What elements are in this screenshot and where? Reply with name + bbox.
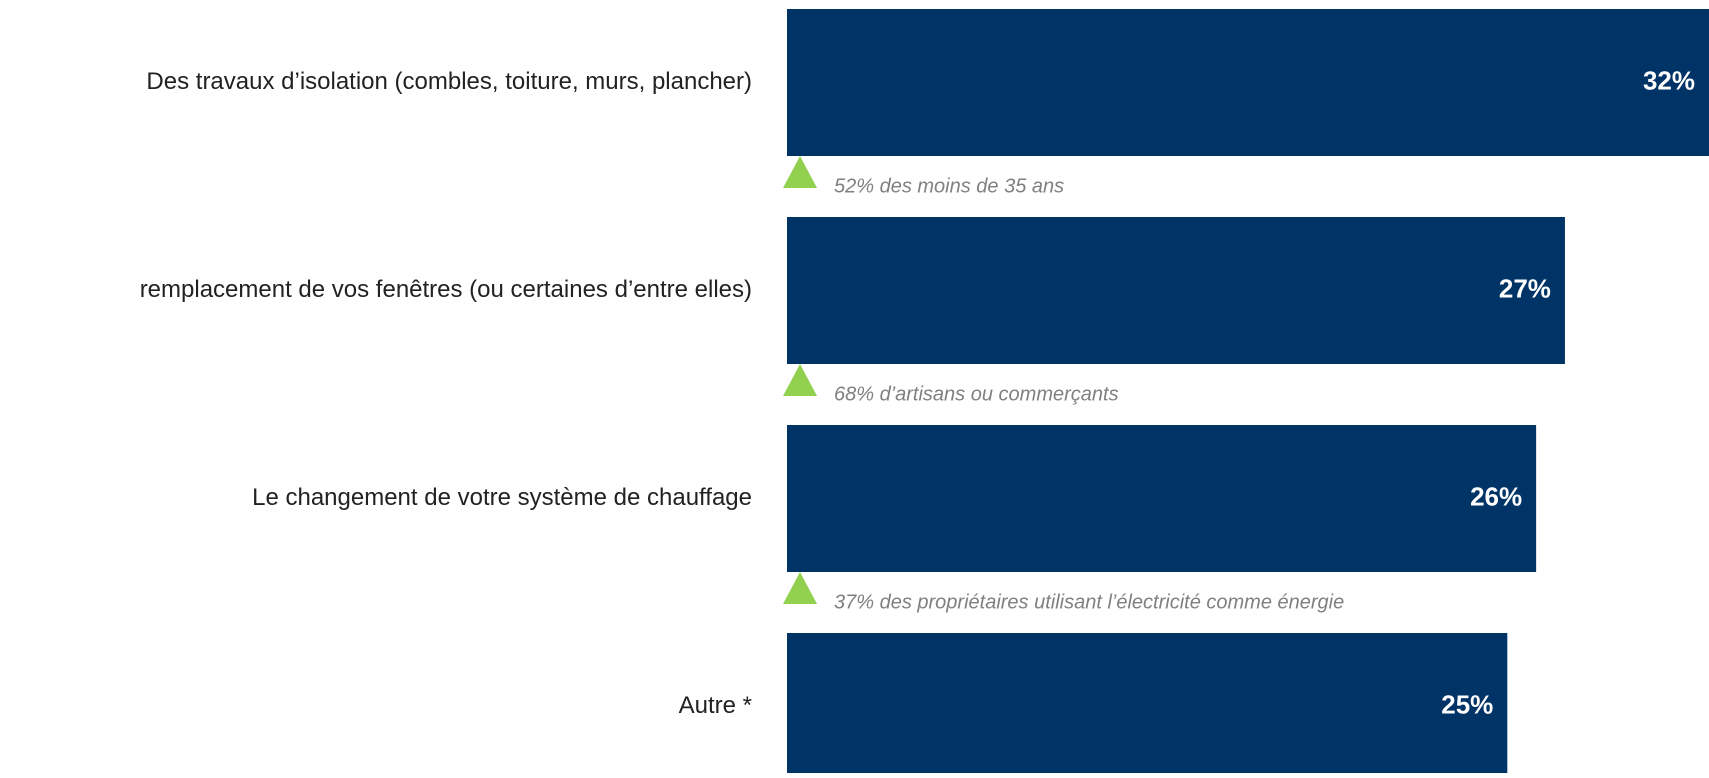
up-triangle: [783, 572, 817, 604]
annotation: 37% des propriétaires utilisant l’électr…: [834, 591, 1344, 613]
value-label: 32%: [1643, 65, 1695, 95]
up-triangle: [783, 156, 817, 188]
value-label: 26%: [1470, 481, 1522, 511]
bar: [787, 633, 1508, 778]
bar: [787, 217, 1565, 364]
bar: [787, 9, 1709, 156]
category-label: Le changement de votre système de chauff…: [252, 484, 752, 511]
bar: [787, 425, 1537, 572]
annotation: 68% d’artisans ou commerçants: [834, 383, 1119, 405]
annotation: 52% des moins de 35 ans: [834, 175, 1064, 197]
category-label: Autre *: [679, 692, 752, 719]
value-label: 27%: [1499, 273, 1551, 303]
up-triangle: [783, 364, 817, 396]
category-label: remplacement de vos fenêtres (ou certain…: [140, 276, 752, 303]
value-label: 25%: [1441, 689, 1493, 719]
category-label: Des travaux d’isolation (combles, toitur…: [146, 68, 752, 95]
